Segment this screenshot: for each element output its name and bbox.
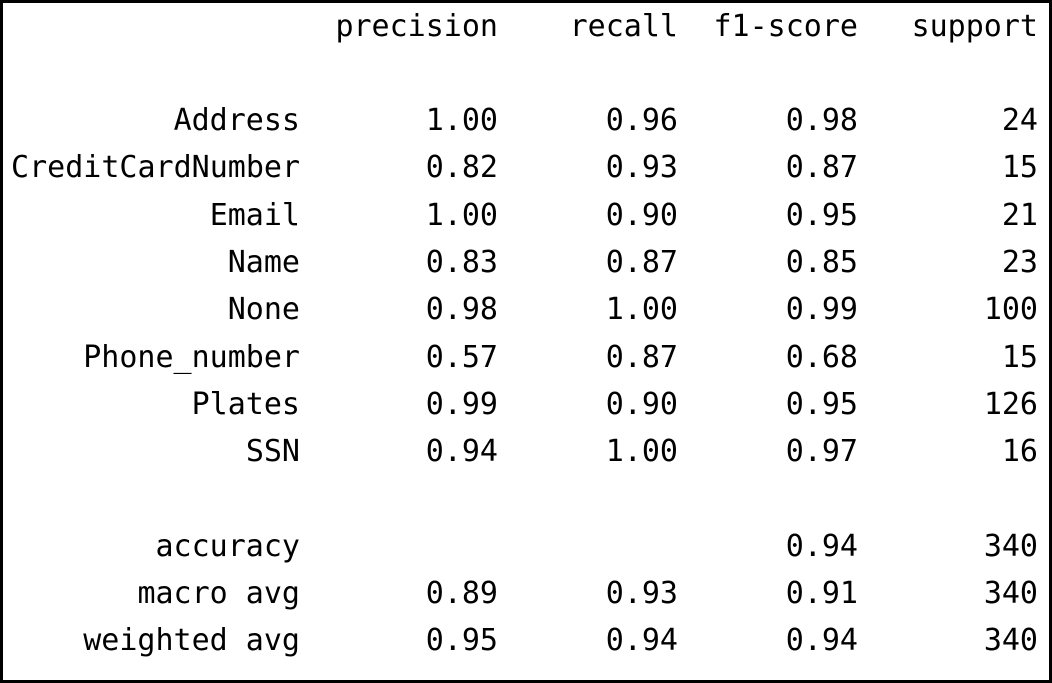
recall-value: 1.00 — [605, 292, 678, 327]
row-label: weighted avg — [83, 623, 300, 658]
table-row: Name 0.83 0.87 0.85 23 — [0, 243, 1052, 283]
precision-header: precision — [335, 9, 498, 44]
precision-value: 0.83 — [425, 245, 498, 280]
row-label: None — [227, 292, 300, 327]
table-row: SSN 0.94 1.00 0.97 16 — [0, 432, 1052, 472]
support-value: 15 — [1001, 150, 1038, 185]
f1-score-value: 0.95 — [785, 198, 858, 233]
weighted-avg-row: weighted avg 0.95 0.94 0.94 340 — [0, 621, 1052, 661]
f1-score-value: 0.95 — [785, 387, 858, 422]
recall-value: 0.94 — [605, 623, 678, 658]
accuracy-row: accuracy 0.94 340 — [0, 527, 1052, 567]
recall-value: 0.90 — [605, 198, 678, 233]
recall-value: 0.93 — [605, 576, 678, 611]
precision-value: 0.95 — [425, 623, 498, 658]
support-header: support — [911, 9, 1038, 44]
row-label: CreditCardNumber — [11, 150, 300, 185]
recall-value: 0.87 — [605, 245, 678, 280]
row-label: accuracy — [155, 529, 301, 564]
f1-score-value: 0.97 — [785, 434, 858, 469]
f1-score-header: f1-score — [713, 9, 859, 44]
recall-header: recall — [569, 9, 678, 44]
row-label: Phone_number — [83, 340, 300, 375]
f1-score-value: 0.98 — [785, 103, 858, 138]
row-label: Name — [227, 245, 300, 280]
f1-score-value: 0.94 — [785, 529, 858, 564]
support-value: 126 — [983, 387, 1038, 422]
row-label: Plates — [191, 387, 300, 422]
support-value: 340 — [983, 623, 1038, 658]
table-row: CreditCardNumber 0.82 0.93 0.87 15 — [0, 148, 1052, 188]
precision-value: 0.57 — [425, 340, 498, 375]
f1-score-value: 0.87 — [785, 150, 858, 185]
recall-value: 0.90 — [605, 387, 678, 422]
support-value: 24 — [1001, 103, 1038, 138]
row-label: Email — [209, 198, 300, 233]
recall-value: 0.96 — [605, 103, 678, 138]
table-row: None 0.98 1.00 0.99 100 — [0, 290, 1052, 330]
support-value: 16 — [1001, 434, 1038, 469]
header-row: precision recall f1-score support — [0, 7, 1052, 47]
row-label: Address — [173, 103, 300, 138]
precision-value: 0.98 — [425, 292, 498, 327]
f1-score-value: 0.68 — [785, 340, 858, 375]
f1-score-value: 0.99 — [785, 292, 858, 327]
precision-value: 0.99 — [425, 387, 498, 422]
precision-value: 0.89 — [425, 576, 498, 611]
recall-value: 0.93 — [605, 150, 678, 185]
support-value: 340 — [983, 576, 1038, 611]
f1-score-value: 0.91 — [785, 576, 858, 611]
recall-value: 1.00 — [605, 434, 678, 469]
f1-score-value: 0.85 — [785, 245, 858, 280]
precision-value: 1.00 — [425, 103, 498, 138]
support-value: 340 — [983, 529, 1038, 564]
table-row: Email 1.00 0.90 0.95 21 — [0, 196, 1052, 236]
support-value: 15 — [1001, 340, 1038, 375]
table-row: Phone_number 0.57 0.87 0.68 15 — [0, 338, 1052, 378]
row-label: macro avg — [137, 576, 300, 611]
support-value: 23 — [1001, 245, 1038, 280]
f1-score-value: 0.94 — [785, 623, 858, 658]
macro-avg-row: macro avg 0.89 0.93 0.91 340 — [0, 574, 1052, 614]
table-row: Plates 0.99 0.90 0.95 126 — [0, 385, 1052, 425]
precision-value: 0.82 — [425, 150, 498, 185]
support-value: 21 — [1001, 198, 1038, 233]
table-row: Address 1.00 0.96 0.98 24 — [0, 101, 1052, 141]
precision-value: 1.00 — [425, 198, 498, 233]
precision-value: 0.94 — [425, 434, 498, 469]
support-value: 100 — [983, 292, 1038, 327]
row-label: SSN — [245, 434, 300, 469]
recall-value: 0.87 — [605, 340, 678, 375]
